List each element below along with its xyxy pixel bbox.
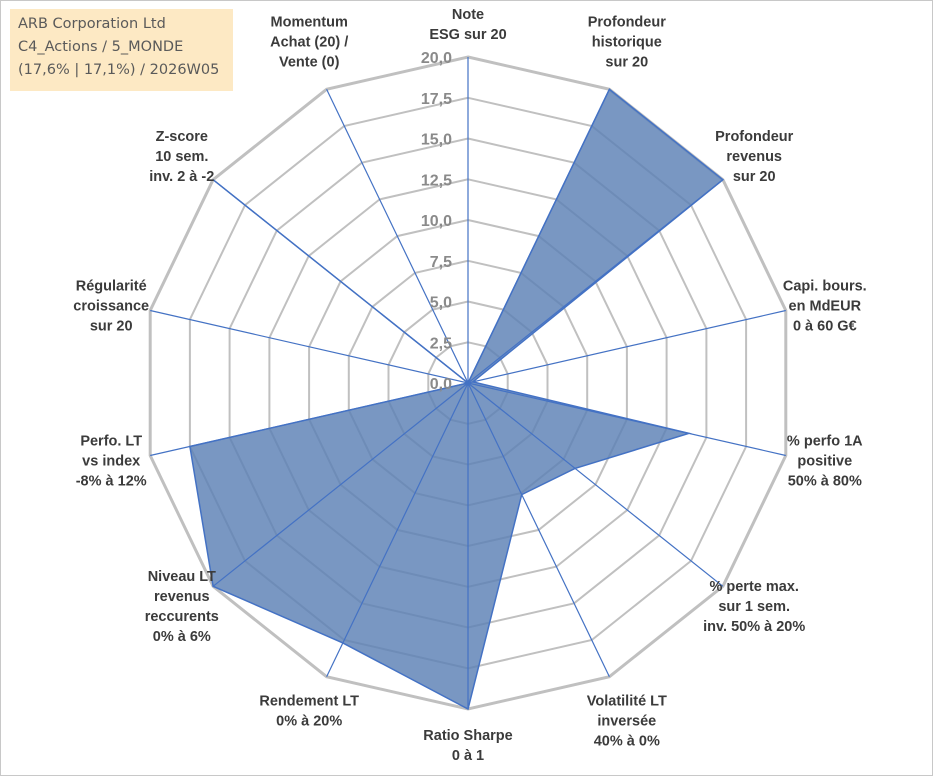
axis-label-2: Profondeur revenus sur 20: [715, 129, 793, 185]
axis-label-11: Régularité croissance sur 20: [73, 279, 149, 335]
axis-label-12: Z-score 10 sem. inv. 2 à -2: [149, 129, 214, 185]
chart-title-box: ARB Corporation Ltd C4_Actions / 5_MONDE…: [10, 9, 233, 91]
axis-label-line: Niveau LT: [148, 569, 216, 585]
portfolio-category: C4_Actions / 5_MONDE: [18, 39, 184, 55]
axis-spoke-12: [212, 179, 469, 384]
axis-spoke-13: [326, 89, 469, 384]
axis-spoke-4: [467, 382, 786, 457]
axis-label-line: Ratio Sharpe: [423, 728, 512, 744]
axis-label-line: Momentum: [271, 15, 348, 31]
axis-label-line: -8% à 12%: [76, 473, 147, 489]
axis-spoke-5: [467, 382, 724, 587]
axis-label-line: croissance: [73, 299, 149, 315]
axis-label-13: Momentum Achat (20) / Vente (0): [270, 15, 348, 71]
axis-label-line: revenus: [154, 589, 210, 605]
tick-label-6: 15,0: [421, 132, 452, 149]
axis-label-line: 0 à 60 G€: [793, 319, 857, 335]
axis-label-line: 10 sem.: [155, 149, 208, 165]
axis-label-line: ESG sur 20: [429, 27, 506, 43]
axis-label-line: sur 20: [733, 169, 776, 185]
tick-label-0: 0,0: [430, 376, 452, 393]
radar-spokes: [150, 57, 786, 709]
axis-label-line: 50% à 80%: [788, 473, 862, 489]
axis-label-line: Note: [452, 7, 484, 23]
axis-spoke-9: [212, 382, 469, 587]
axis-label-line: inversée: [597, 714, 656, 730]
axis-label-line: % perte max.: [709, 579, 798, 595]
axis-label-line: Vente (0): [279, 55, 340, 71]
axis-label-line: Achat (20) /: [270, 35, 348, 51]
tick-label-4: 10,0: [421, 213, 452, 230]
axis-label-line: % perfo 1A: [787, 433, 863, 449]
axis-label-line: sur 20: [90, 319, 133, 335]
company-name: ARB Corporation Ltd: [18, 16, 166, 32]
tick-label-1: 2,5: [430, 335, 452, 352]
axis-label-line: Rendement LT: [259, 694, 359, 710]
axis-spoke-8: [326, 382, 469, 677]
axis-label-line: Volatilité LT: [587, 694, 667, 710]
axis-label-line: en MdEUR: [789, 299, 862, 315]
axis-label-line: 40% à 0%: [594, 734, 660, 750]
axis-label-7: Ratio Sharpe 0 à 1: [423, 728, 512, 764]
axis-label-4: % perfo 1A positive 50% à 80%: [787, 433, 863, 489]
axis-label-line: 0% à 6%: [153, 629, 211, 645]
axis-label-line: Capi. bours.: [783, 279, 867, 295]
axis-label-line: 0 à 1: [452, 748, 484, 764]
axis-label-line: inv. 2 à -2: [149, 169, 214, 185]
axis-label-line: Perfo. LT: [80, 433, 142, 449]
tick-label-5: 12,5: [421, 172, 452, 189]
radar-axis-labels: Note ESG sur 20 Profondeur historique sur 20…: [73, 7, 866, 764]
axis-label-10: Perfo. LT vs index -8% à 12%: [76, 433, 147, 489]
axis-spoke-6: [467, 382, 610, 677]
axis-spoke-10: [150, 382, 469, 457]
performance-week: (17,6% | 17,1%) / 2026W05: [18, 62, 220, 78]
axis-label-line: 0% à 20%: [276, 714, 342, 730]
axis-label-0: Note ESG sur 20: [429, 7, 506, 43]
axis-spoke-1: [467, 89, 610, 384]
axis-label-line: positive: [797, 453, 852, 469]
axis-label-line: historique: [592, 35, 662, 51]
axis-label-5: % perte max. sur 1 sem. inv. 50% à 20%: [703, 579, 805, 635]
axis-label-line: Profondeur: [588, 15, 666, 31]
axis-spoke-3: [467, 309, 786, 384]
axis-spoke-11: [150, 309, 469, 384]
axis-label-line: vs index: [82, 453, 140, 469]
axis-label-line: sur 20: [605, 55, 648, 71]
axis-label-8: Rendement LT 0% à 20%: [259, 694, 359, 730]
axis-label-line: Z-score: [156, 129, 208, 145]
tick-label-8: 20,0: [421, 50, 452, 67]
axis-label-3: Capi. bours. en MdEUR 0 à 60 G€: [783, 279, 867, 335]
axis-label-line: sur 1 sem.: [718, 599, 790, 615]
axis-label-9: Niveau LT revenus reccurents 0% à 6%: [145, 569, 219, 645]
tick-label-7: 17,5: [421, 91, 452, 108]
radar-tick-labels: 0,0 2,5 5,0 7,5 10,0 12,5 15,0 17,5 20,0: [421, 50, 452, 393]
axis-label-line: Régularité: [76, 279, 147, 295]
tick-label-3: 7,5: [430, 254, 452, 271]
tick-label-2: 5,0: [430, 295, 452, 312]
axis-label-line: inv. 50% à 20%: [703, 619, 805, 635]
axis-label-6: Volatilité LT inversée 40% à 0%: [587, 694, 667, 750]
axis-label-line: Profondeur: [715, 129, 793, 145]
axis-spoke-2: [467, 179, 724, 384]
axis-label-1: Profondeur historique sur 20: [588, 15, 666, 71]
axis-label-line: reccurents: [145, 609, 219, 625]
axis-label-line: revenus: [726, 149, 782, 165]
